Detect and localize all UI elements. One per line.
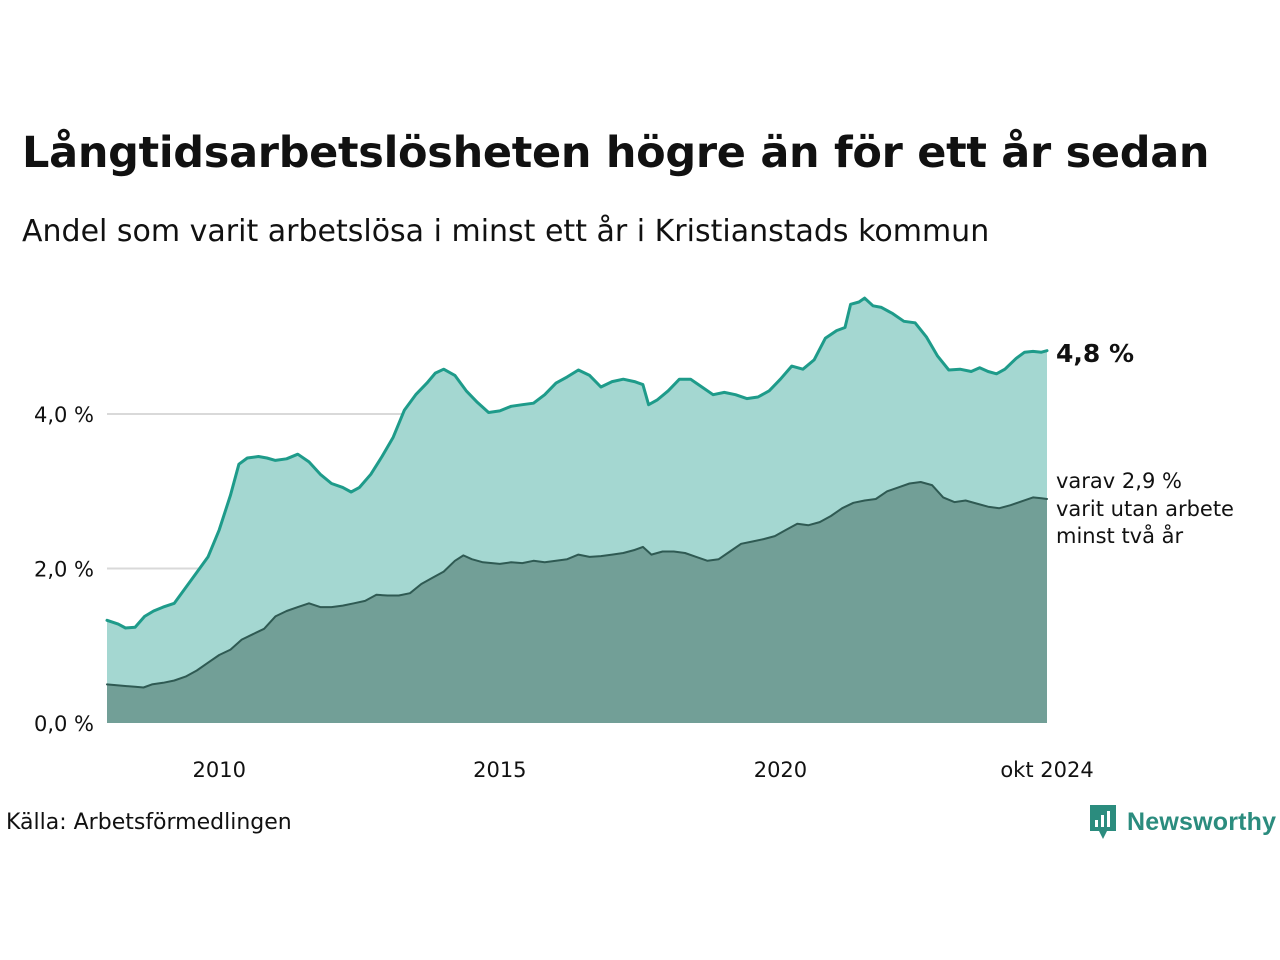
chart-bubble-icon — [1090, 805, 1116, 839]
y-tick-label: 4,0 % — [34, 403, 94, 427]
newsworthy-logo: Newsworthy — [1088, 803, 1276, 841]
main-series-end-label: 4,8 % — [1056, 339, 1134, 368]
x-tick-label: 2010 — [193, 758, 246, 782]
chart-subtitle: Andel som varit arbetslösa i minst ett å… — [22, 214, 990, 249]
area-layer — [105, 296, 1049, 723]
x-tick-label: okt 2024 — [1000, 758, 1093, 782]
y-tick-label: 2,0 % — [34, 558, 94, 582]
annotation-layer: 4,8 % varav 2,9 % varit utan arbete mins… — [1056, 339, 1234, 548]
sub-series-end-label-line-1: varav 2,9 % — [1056, 469, 1182, 493]
chart-title: Långtidsarbetslösheten högre än för ett … — [22, 128, 1210, 178]
source-note: Källa: Arbetsförmedlingen — [6, 810, 292, 835]
two-year-unemployment-line — [106, 481, 1048, 689]
axis-layer: 0,0 % 2,0 % 4,0 % 2010 2015 2020 okt 2024 — [34, 403, 1094, 782]
two-year-unemployment-area — [107, 482, 1047, 723]
x-tick-label: 2020 — [754, 758, 807, 782]
long-term-unemployment-line — [105, 296, 1049, 630]
logo-text: Newsworthy — [1127, 807, 1277, 836]
sub-series-end-label-line-3: minst två år — [1056, 523, 1184, 548]
sub-series-end-label-line-2: varit utan arbete — [1056, 497, 1234, 521]
x-tick-label: 2015 — [473, 758, 526, 782]
area-chart: 0,0 % 2,0 % 4,0 % 2010 2015 2020 okt 2024 4,8 … — [34, 296, 1234, 782]
y-tick-label: 0,0 % — [34, 712, 94, 736]
